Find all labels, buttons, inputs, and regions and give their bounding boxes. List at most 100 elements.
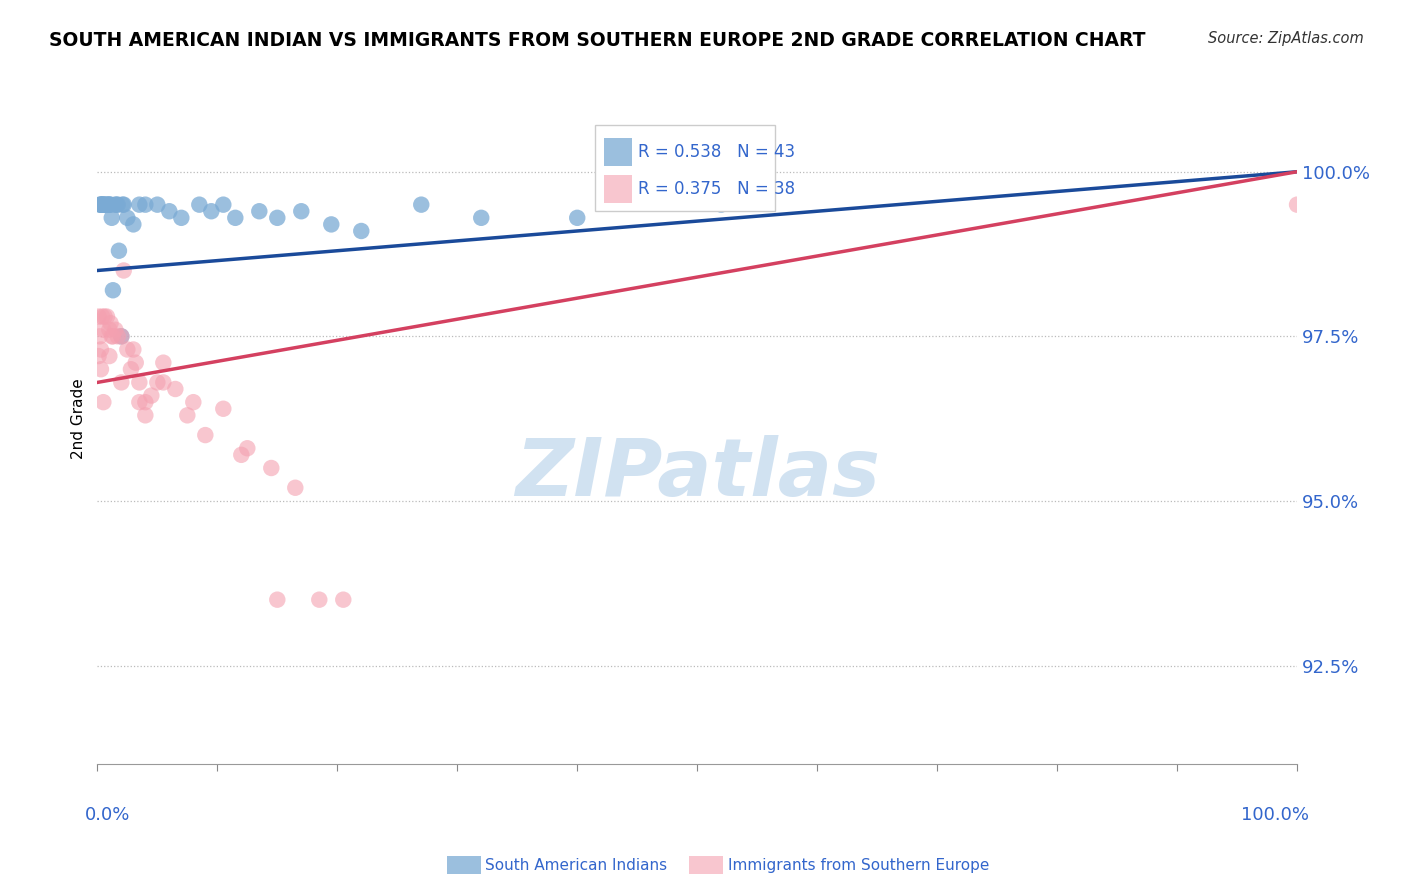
Point [90,362,112,376]
Point [157,204,180,219]
Point [266,592,288,607]
Point [98,197,121,211]
Point [122,343,145,357]
Point [183,395,205,409]
Text: South American Indians: South American Indians [485,858,668,872]
Point [332,592,354,607]
Point [89,197,111,211]
Point [134,395,156,409]
Point [170,211,193,225]
Point [260,461,283,475]
Point [194,428,217,442]
Point [146,197,169,211]
Point [152,356,174,370]
Point [101,329,124,343]
Point [470,211,492,225]
Point [93,197,115,211]
Point [321,218,343,232]
Point [96,197,118,211]
Point [134,197,156,211]
Point [411,197,433,211]
Point [100,197,122,211]
Point [101,283,124,297]
Point [93,197,115,211]
Point [90,197,112,211]
Point [567,211,589,225]
Point [125,356,148,370]
Point [108,244,131,258]
Point [97,197,120,211]
Point [266,211,288,225]
Point [128,197,150,211]
Point [212,401,235,416]
Point [120,362,142,376]
Point [117,343,139,357]
Point [236,442,259,456]
Point [98,197,121,211]
Point [104,197,127,211]
Point [188,197,211,211]
Point [290,204,312,219]
Point [308,592,330,607]
FancyBboxPatch shape [595,125,775,211]
Point [96,310,118,324]
Point [200,204,222,219]
Point [141,388,163,402]
Point [98,323,121,337]
Point [134,409,156,423]
Point [110,329,132,343]
Point [128,376,150,390]
Point [212,197,235,211]
Point [111,197,134,211]
Text: Immigrants from Southern Europe: Immigrants from Southern Europe [728,858,990,872]
Point [107,329,129,343]
Point [91,197,114,211]
Point [87,349,110,363]
Point [91,310,114,324]
Bar [603,138,633,166]
Point [1286,197,1309,211]
Point [104,323,127,337]
Point [122,218,145,232]
Point [94,197,117,211]
Point [93,197,115,211]
Point [89,329,111,343]
Point [165,382,187,396]
Point [98,349,121,363]
Point [110,329,132,343]
Point [284,481,307,495]
Text: SOUTH AMERICAN INDIAN VS IMMIGRANTS FROM SOUTHERN EUROPE 2ND GRADE CORRELATION C: SOUTH AMERICAN INDIAN VS IMMIGRANTS FROM… [49,31,1146,50]
Point [91,197,114,211]
Point [247,204,270,219]
Point [224,211,246,225]
Point [105,197,128,211]
Point [90,343,112,357]
Point [90,197,112,211]
Point [117,211,139,225]
Point [112,197,135,211]
Text: 100.0%: 100.0% [1241,805,1309,823]
Point [100,316,122,330]
Text: ZIPatlas: ZIPatlas [515,435,880,513]
Point [93,310,115,324]
Text: R = 0.538   N = 43: R = 0.538 N = 43 [638,143,796,161]
Y-axis label: 2nd Grade: 2nd Grade [72,378,86,459]
Point [87,310,110,324]
Point [231,448,253,462]
Point [110,376,132,390]
Point [112,263,135,277]
Point [710,197,733,211]
Point [100,329,122,343]
Text: 0.0%: 0.0% [86,805,131,823]
Bar [603,176,633,203]
Point [152,376,174,390]
Point [93,395,115,409]
Text: Source: ZipAtlas.com: Source: ZipAtlas.com [1208,31,1364,46]
Point [128,395,150,409]
Point [350,224,373,238]
Point [93,323,115,337]
Point [146,376,169,390]
Point [107,197,129,211]
Text: R = 0.375   N = 38: R = 0.375 N = 38 [638,180,796,198]
Point [176,409,198,423]
